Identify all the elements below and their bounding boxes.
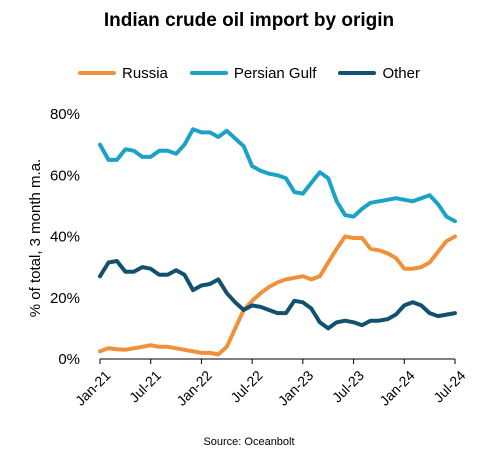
x-tick-label: Jul-21 — [126, 367, 164, 405]
chart-source: Source: Oceanbolt — [203, 436, 295, 448]
legend-label-russia: Russia — [122, 64, 168, 82]
series-line-russia — [98, 234, 457, 357]
y-tick-label: 60% — [50, 167, 80, 184]
legend-item-other: Other — [338, 65, 420, 82]
y-tick-label: 20% — [50, 290, 80, 307]
chart-title: Indian crude oil import by origin — [103, 10, 395, 31]
x-tick-label: Jul-22 — [227, 367, 265, 405]
series-line-persian-gulf — [98, 127, 457, 224]
legend-swatch-russia — [78, 71, 117, 75]
y-tick-label: 40% — [50, 229, 80, 246]
legend-item-russia: Russia — [78, 65, 168, 82]
x-tick-label: Jan-23 — [275, 367, 317, 409]
x-tick-label: Jan-24 — [376, 367, 418, 409]
y-axis-label: % of total, 3 month m.a. — [27, 159, 44, 317]
legend-label-persian-gulf: Persian Gulf — [233, 64, 317, 82]
y-tick-label: 80% — [50, 106, 80, 123]
legend-swatch-persian-gulf — [189, 71, 228, 75]
x-tick-label: Jul-23 — [329, 367, 367, 405]
legend-label-other: Other — [382, 64, 420, 82]
x-tick-label: Jan-21 — [72, 367, 114, 409]
x-tick-label: Jul-24 — [430, 367, 468, 405]
legend-swatch-other — [338, 71, 377, 75]
x-tick-label: Jan-22 — [173, 367, 215, 409]
y-tick-label: 0% — [58, 351, 80, 368]
series-line-other — [98, 259, 457, 331]
chart-legend: Russia Persian Gulf Other — [0, 62, 498, 84]
legend-item-persian-gulf: Persian Gulf — [189, 64, 317, 82]
